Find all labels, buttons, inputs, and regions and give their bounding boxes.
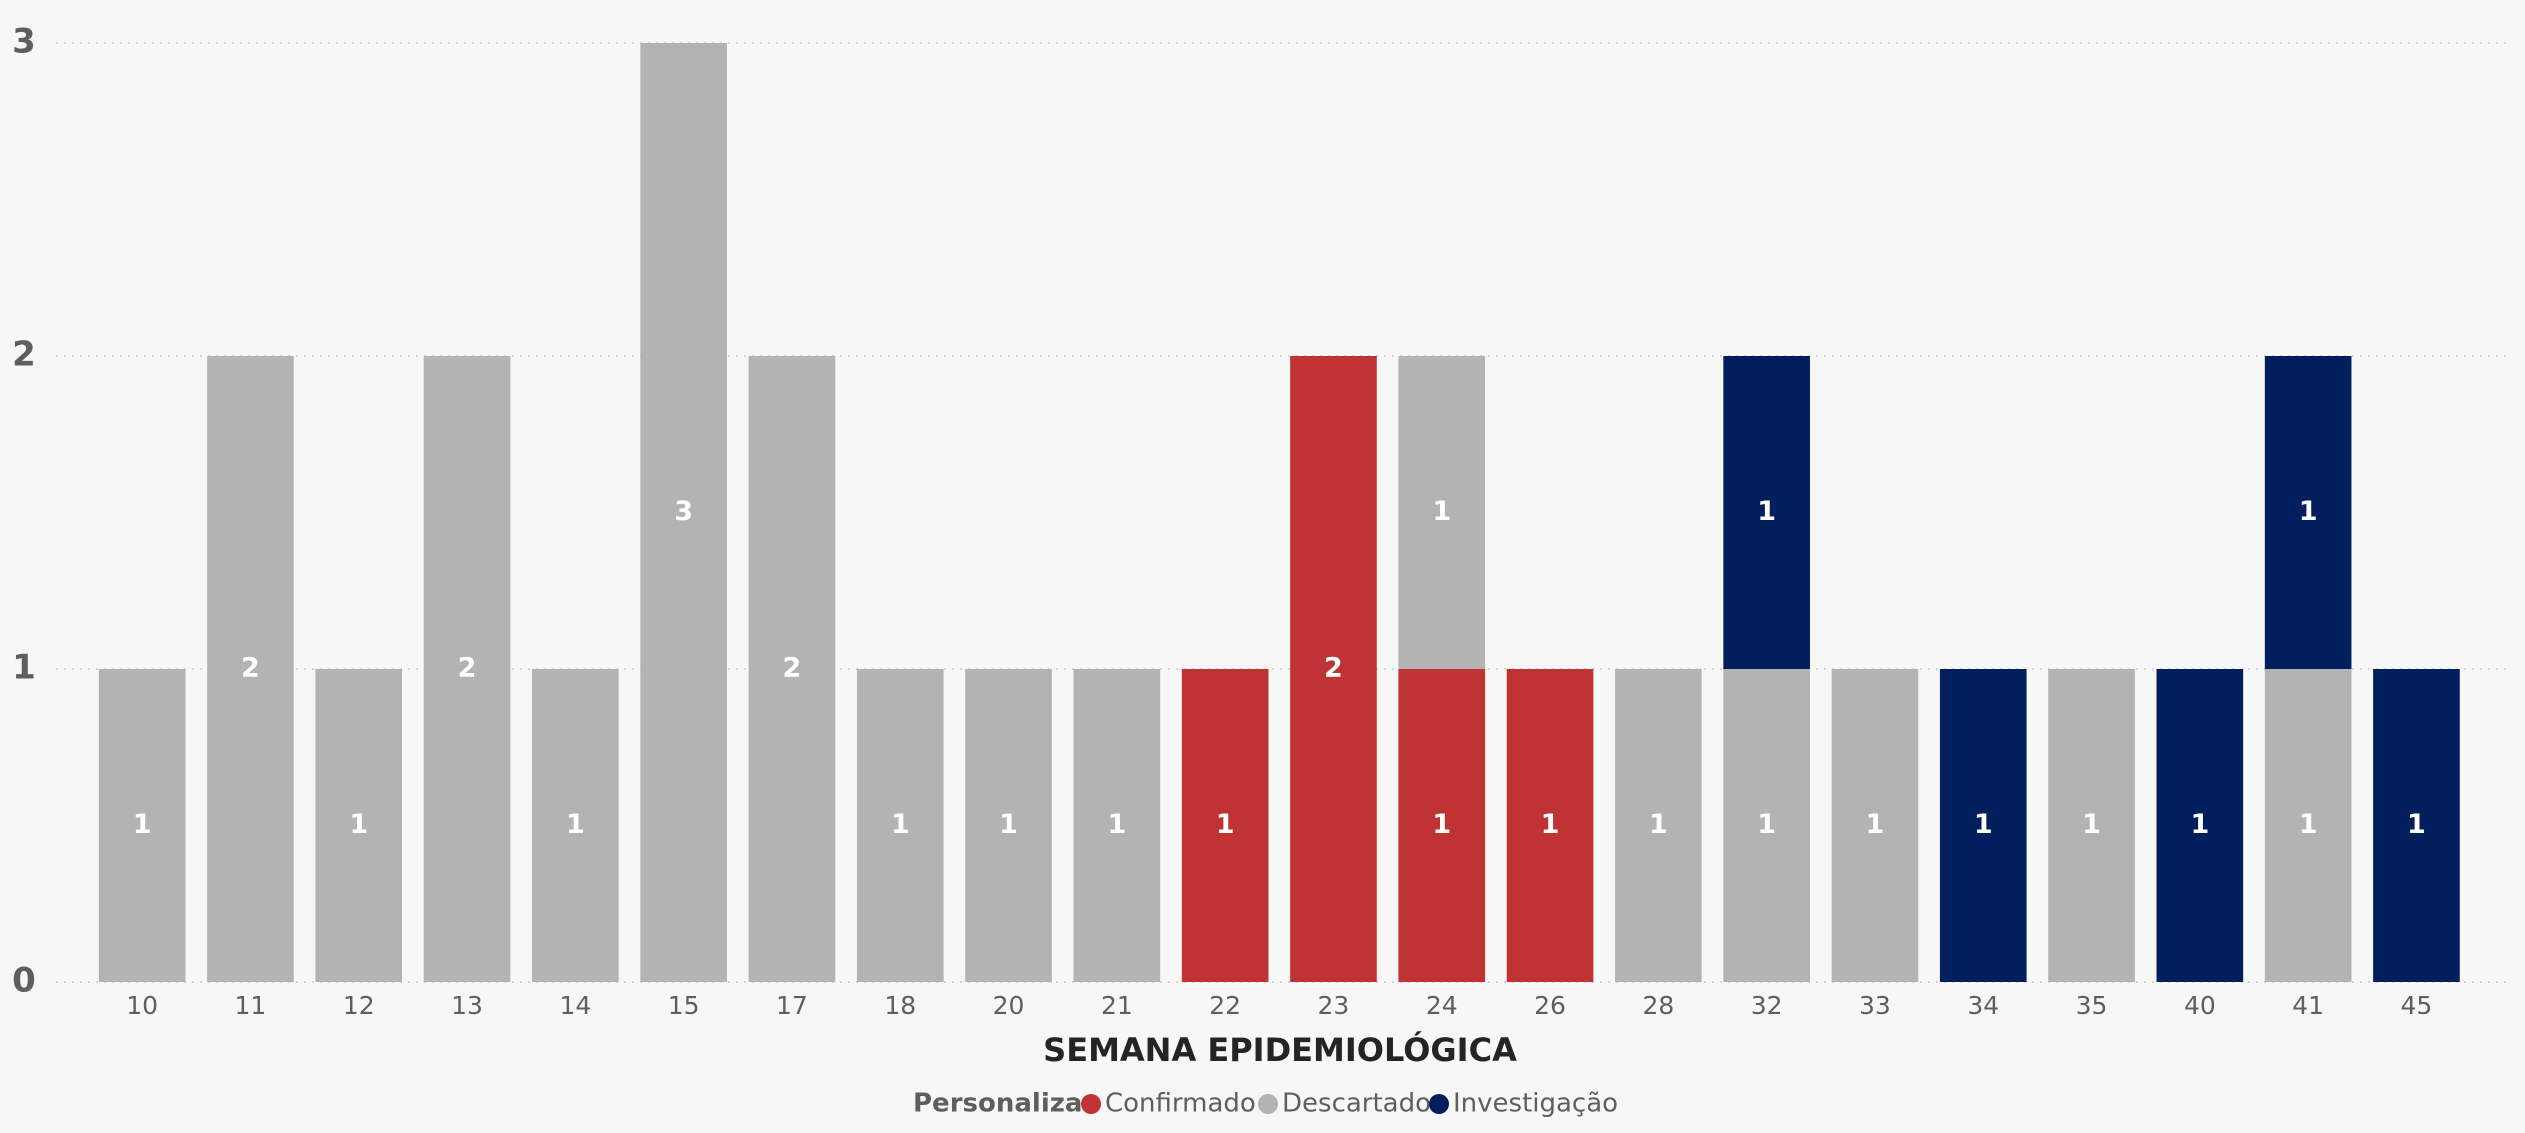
bar-segment	[1723, 669, 1810, 982]
x-tick-label: 14	[559, 991, 591, 1020]
x-tick-label: 20	[993, 991, 1025, 1020]
x-tick-label: 28	[1642, 991, 1674, 1020]
bar-segment	[2373, 669, 2460, 982]
data-label: 1	[1216, 809, 1235, 840]
bar-segment	[965, 669, 1052, 982]
bar-segment	[1723, 356, 1810, 669]
x-tick-label: 35	[2076, 991, 2108, 1020]
x-tick-label: 18	[884, 991, 916, 1020]
bar-segment	[1615, 669, 1702, 982]
bar-segment	[532, 669, 619, 982]
legend-title: Personalizar	[913, 1089, 1095, 1119]
data-label: 1	[1541, 809, 1560, 840]
data-label: 1	[999, 809, 1018, 840]
data-label: 2	[1324, 653, 1343, 684]
data-label: 1	[2407, 809, 2426, 840]
bar-segment	[1939, 669, 2027, 982]
data-label: 2	[783, 653, 802, 684]
data-label: 1	[2190, 809, 2209, 840]
data-label: 1	[2299, 496, 2318, 527]
x-axis-title: SEMANA EPIDEMIOLÓGICA	[1043, 1030, 1517, 1069]
bar-segment	[207, 356, 294, 982]
bar-segment	[315, 669, 403, 982]
bar-segment	[2264, 356, 2352, 669]
x-tick-label: 23	[1318, 991, 1350, 1020]
bar-segment	[423, 356, 511, 982]
data-label: 1	[1432, 809, 1451, 840]
x-tick-label: 21	[1101, 991, 1133, 1020]
data-label: 1	[566, 809, 585, 840]
data-label: 1	[1649, 809, 1668, 840]
data-label: 1	[1757, 496, 1776, 527]
bar-segment	[1181, 669, 1269, 982]
data-label: 2	[458, 653, 477, 684]
x-tick-label: 10	[126, 991, 158, 1020]
data-label: 1	[349, 809, 368, 840]
x-tick-label: 34	[1967, 991, 1999, 1020]
bar-segment	[2156, 669, 2244, 982]
data-label: 1	[1866, 809, 1885, 840]
data-label: 2	[241, 653, 260, 684]
data-label: 1	[1107, 809, 1126, 840]
bar-segment	[856, 669, 944, 982]
bar-segment	[1073, 669, 1161, 982]
data-label: 1	[2082, 809, 2101, 840]
bar-segment	[748, 356, 836, 982]
bar-segment	[640, 43, 727, 982]
x-tick-label: 11	[235, 991, 267, 1020]
bar-segment	[2264, 669, 2352, 982]
x-tick-label: 13	[451, 991, 483, 1020]
x-tick-label: 22	[1209, 991, 1241, 1020]
legend-label: Investigação	[1453, 1089, 1618, 1119]
legend-marker	[1429, 1094, 1449, 1114]
legend-label: Descartado	[1282, 1089, 1431, 1119]
bar-segment	[1506, 669, 1594, 982]
y-tick-label: 2	[12, 335, 36, 375]
x-tick-label: 33	[1859, 991, 1891, 1020]
bar-segment	[1398, 356, 1486, 669]
x-tick-label: 26	[1534, 991, 1566, 1020]
data-label: 1	[1974, 809, 1993, 840]
y-tick-label: 3	[12, 22, 36, 62]
data-label: 3	[674, 496, 693, 527]
y-tick-label: 1	[12, 648, 36, 688]
x-tick-label: 40	[2184, 991, 2216, 1020]
x-tick-label: 45	[2401, 991, 2433, 1020]
legend-label: Confirmado	[1105, 1089, 1256, 1119]
data-label: 1	[891, 809, 910, 840]
data-label: 1	[1757, 809, 1776, 840]
x-tick-label: 24	[1426, 991, 1458, 1020]
legend-marker	[1258, 1094, 1278, 1114]
bar-segment	[1398, 669, 1486, 982]
bar-segment	[2048, 669, 2135, 982]
bar-segment	[1290, 356, 1377, 982]
data-label: 1	[2299, 809, 2318, 840]
x-tick-label: 32	[1751, 991, 1783, 1020]
bar-segment	[98, 669, 186, 982]
x-tick-label: 15	[668, 991, 700, 1020]
y-tick-label: 0	[12, 961, 36, 1001]
x-tick-label: 12	[343, 991, 375, 1020]
x-tick-label: 41	[2292, 991, 2324, 1020]
bar-segment	[1831, 669, 1919, 982]
legend-marker	[1081, 1094, 1101, 1114]
data-label: 1	[133, 809, 152, 840]
x-tick-label: 17	[776, 991, 808, 1020]
data-label: 1	[1432, 496, 1451, 527]
